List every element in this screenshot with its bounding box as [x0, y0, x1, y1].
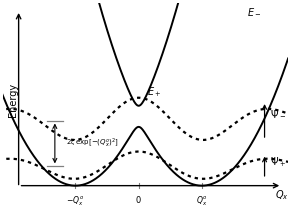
- Text: $\Psi_-$: $\Psi_-$: [270, 109, 286, 119]
- Text: $-Q_x^o$: $-Q_x^o$: [66, 195, 84, 208]
- Text: Energy: Energy: [8, 83, 18, 116]
- Text: $\Psi_+$: $\Psi_+$: [270, 155, 286, 169]
- Text: $2\zeta\,\exp[-(Q_x^o)^2]$: $2\zeta\,\exp[-(Q_x^o)^2]$: [66, 137, 119, 150]
- Text: $0$: $0$: [135, 195, 142, 206]
- Text: $Q_x$: $Q_x$: [275, 189, 289, 202]
- Text: $E_+$: $E_+$: [147, 85, 162, 99]
- Text: $E_-$: $E_-$: [247, 7, 261, 17]
- Text: $Q_x^o$: $Q_x^o$: [196, 195, 208, 208]
